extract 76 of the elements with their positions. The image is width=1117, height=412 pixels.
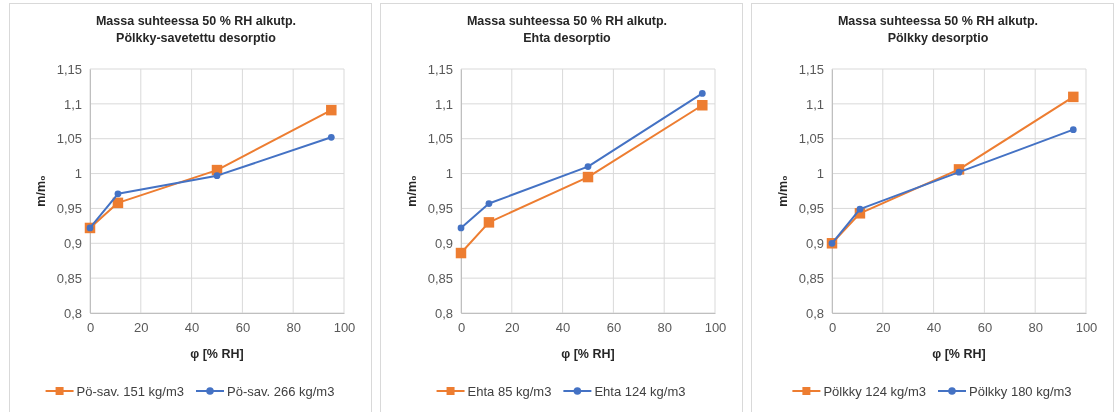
point — [856, 205, 864, 213]
y-tick-label: 1,15 — [427, 61, 453, 77]
y-tick-label: 1 — [74, 166, 82, 182]
y-tick-label: 0,8 — [434, 305, 453, 321]
x-tick-label: 40 — [184, 320, 200, 336]
point — [697, 100, 708, 111]
point — [457, 224, 465, 232]
y-tick-label: 1,05 — [427, 131, 453, 147]
x-tick-label: 100 — [333, 320, 356, 336]
x-tick-label: 0 — [457, 320, 466, 336]
y-tick-label: 1,05 — [798, 131, 824, 147]
x-tick-label: 60 — [977, 320, 993, 336]
point — [114, 190, 122, 198]
x-tick-label: 60 — [606, 320, 622, 336]
y-tick-label: 0,95 — [427, 201, 453, 217]
chart-subtitle: Pölkky-savetettu desorptio — [116, 31, 277, 45]
y-tick-label: 0,85 — [798, 270, 824, 286]
point — [582, 171, 594, 183]
y-tick-label: 1,1 — [434, 96, 453, 112]
x-tick-label: 20 — [876, 320, 891, 336]
y-tick-label: 0,95 — [56, 201, 82, 217]
y-axis-title: m/m₀ — [405, 175, 419, 207]
y-tick-label: 1 — [445, 166, 453, 182]
chart-subtitle: Pölkky desorptio — [887, 31, 989, 45]
x-tick-label: 0 — [828, 320, 837, 336]
x-axis-title: φ [% RH] — [190, 347, 244, 361]
point — [1068, 91, 1079, 103]
point — [584, 163, 592, 170]
y-tick-label: 1,1 — [805, 96, 824, 112]
legend-label: Pö-sav. 151 kg/m3 — [76, 383, 184, 399]
legend-label: Pölkky 124 kg/m3 — [823, 383, 926, 399]
y-tick-label: 1,15 — [56, 61, 82, 77]
chart-title: Massa suhteessa 50 % RH alkutp. — [95, 14, 297, 28]
point — [326, 104, 337, 116]
y-tick-label: 1,1 — [63, 96, 82, 112]
legend-label: Pölkky 180 kg/m3 — [969, 383, 1072, 399]
x-axis-title: φ [% RH] — [932, 347, 986, 361]
x-tick-label: 80 — [286, 320, 301, 336]
legend-label: Ehta 85 kg/m3 — [467, 383, 552, 399]
chart-subtitle: Ehta desorptio — [523, 31, 612, 45]
x-tick-label: 40 — [555, 320, 571, 336]
x-tick-label: 60 — [235, 320, 251, 336]
y-tick-label: 0,9 — [63, 235, 82, 251]
x-axis-title: φ [% RH] — [561, 347, 615, 361]
x-tick-label: 80 — [657, 320, 672, 336]
chart-title: Massa suhteessa 50 % RH alkutp. — [466, 14, 668, 28]
point — [1069, 126, 1077, 134]
legend-label: Ehta 124 kg/m3 — [594, 383, 686, 399]
y-tick-label: 0,9 — [434, 235, 453, 251]
y-tick-label: 0,8 — [805, 305, 824, 321]
y-tick-label: 1,05 — [56, 131, 82, 147]
chart-title: Massa suhteessa 50 % RH alkutp. — [837, 14, 1039, 28]
x-tick-label: 100 — [1075, 320, 1098, 336]
y-tick-label: 1,15 — [798, 61, 824, 77]
point — [213, 172, 221, 180]
y-axis-title: m/m₀ — [34, 175, 48, 207]
point — [955, 168, 963, 176]
y-tick-label: 1 — [816, 166, 824, 182]
x-tick-label: 80 — [1028, 320, 1043, 336]
point — [455, 247, 467, 259]
x-tick-label: 20 — [134, 320, 149, 336]
y-tick-label: 0,9 — [805, 235, 824, 251]
point — [698, 90, 706, 97]
x-tick-label: 20 — [505, 320, 520, 336]
legend-label: Pö-sav. 266 kg/m3 — [227, 383, 335, 399]
point — [485, 200, 493, 207]
point — [327, 133, 335, 141]
x-tick-label: 0 — [86, 320, 95, 336]
y-tick-label: 0,95 — [798, 201, 824, 217]
point — [483, 217, 495, 228]
y-tick-label: 0,85 — [427, 270, 453, 286]
y-axis-title: m/m₀ — [776, 175, 790, 207]
y-tick-label: 0,8 — [63, 305, 82, 321]
x-tick-label: 100 — [704, 320, 727, 336]
x-tick-label: 40 — [926, 320, 942, 336]
y-tick-label: 0,85 — [56, 270, 82, 286]
